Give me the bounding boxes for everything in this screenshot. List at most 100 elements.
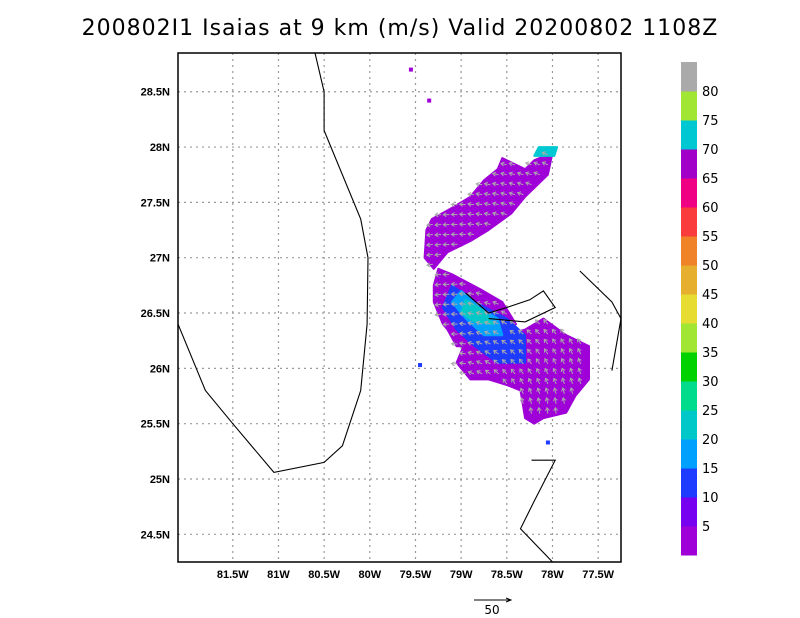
wind-vector-head (500, 181, 505, 187)
wind-vector-head (534, 329, 540, 334)
wind-vector-head (500, 320, 506, 325)
wind-vector (510, 368, 516, 375)
wind-vector-head (425, 252, 431, 258)
wind-vector (518, 349, 524, 355)
wind-vector (484, 212, 491, 216)
reference-vector: 50 (474, 597, 513, 617)
wind-vector-head (518, 339, 523, 344)
wind-vector (545, 378, 549, 385)
colorbar-swatch (681, 120, 697, 150)
colorbar-label: 20 (702, 433, 719, 448)
wind-vector-head (577, 367, 582, 372)
wind-vector (509, 320, 516, 325)
wind-vector-head (525, 181, 530, 186)
wind-vector (527, 358, 532, 365)
wind-vector (518, 329, 524, 335)
wind-vector (484, 311, 491, 315)
wind-vector (544, 368, 549, 375)
wind-vector-head (526, 329, 531, 334)
wind-vector-head (510, 368, 515, 373)
wind-vector (554, 407, 557, 414)
wind-vector-head (577, 377, 583, 382)
wind-vector (570, 378, 574, 385)
wind-vector-head (552, 377, 558, 382)
wind-vector-head (467, 291, 472, 297)
wind-vector-head (568, 347, 574, 353)
wind-vector (528, 378, 532, 385)
colorbar-label: 40 (702, 317, 719, 332)
wind-vector (577, 358, 582, 365)
wind-vector-head (552, 367, 557, 373)
wind-vector-head (543, 338, 548, 343)
wind-vector-head (475, 211, 480, 217)
wind-vector (560, 328, 565, 335)
wind-vector-head (493, 359, 498, 364)
wind-vector (553, 378, 557, 385)
wind-vector-head (467, 330, 472, 336)
wind-vector (535, 339, 541, 345)
wind-vector-head (476, 370, 481, 375)
wind-vector (561, 378, 565, 385)
colorbar-swatch (681, 323, 697, 353)
wind-vector-head (508, 201, 513, 206)
wind-vector (528, 388, 532, 394)
wind-vector-head (434, 272, 439, 278)
wind-cell (427, 98, 432, 103)
wind-vector (492, 311, 499, 315)
wind-vector (426, 243, 433, 246)
coastline-abaco (579, 270, 621, 371)
wind-vector (546, 407, 549, 414)
wind-vector (484, 301, 491, 305)
reference-vector-head (505, 597, 513, 603)
wind-vector (468, 371, 475, 375)
wind-vector-head (450, 241, 455, 247)
wind-vector (492, 173, 499, 176)
wind-vector (476, 213, 483, 216)
wind-vector-head (533, 161, 538, 166)
wind-speed-field (408, 67, 590, 445)
wind-vector-head (426, 222, 431, 228)
wind-vector (492, 202, 499, 206)
wind-vector (510, 349, 516, 355)
wind-vector-head (511, 378, 516, 383)
wind-vector-head (491, 181, 497, 187)
y-tick-label: 28N (150, 142, 170, 154)
wind-vector-head (458, 301, 464, 307)
wind-vector (543, 338, 549, 345)
y-tick-label: 26.5N (141, 308, 170, 320)
wind-vector (552, 338, 557, 345)
wind-vector (435, 243, 442, 246)
wind-vector-head (500, 171, 505, 177)
wind-vector (500, 162, 507, 166)
wind-vector (467, 193, 474, 196)
wind-vector (484, 321, 491, 325)
wind-vector (510, 359, 516, 365)
wind-vector-head (552, 357, 557, 363)
wind-vector (476, 203, 483, 206)
wind-vector-head (442, 311, 447, 317)
wind-vector-head (519, 377, 524, 383)
wind-vector-head (508, 191, 513, 197)
wind-vector (552, 358, 557, 365)
wind-vector-head (501, 349, 506, 354)
colorbar-label: 25 (702, 404, 719, 419)
colorbar-label: 45 (702, 288, 719, 303)
wind-vector-head (569, 387, 575, 392)
wind-vector (459, 303, 466, 305)
wind-vector-head (569, 377, 574, 382)
wind-vector (467, 342, 475, 345)
wind-vector (476, 292, 483, 295)
wind-vector-head (450, 222, 455, 227)
wind-vector-head (442, 301, 447, 307)
wind-vector-head (458, 231, 464, 237)
wind-vector-head (491, 171, 497, 177)
y-tick-labels: 24.5N 25N 25.5N 26N 26.5N 27N 27.5N 28N 28.5N (141, 87, 170, 542)
wind-vector-head (561, 387, 566, 392)
wind-vector-head (458, 211, 464, 217)
wind-vector-head (434, 242, 439, 248)
wind-vector-head (450, 311, 455, 317)
colorbar-swatch (681, 410, 697, 440)
wind-vector (501, 310, 508, 315)
coastline-florida (178, 53, 369, 474)
colorbar-swatch (681, 149, 697, 179)
